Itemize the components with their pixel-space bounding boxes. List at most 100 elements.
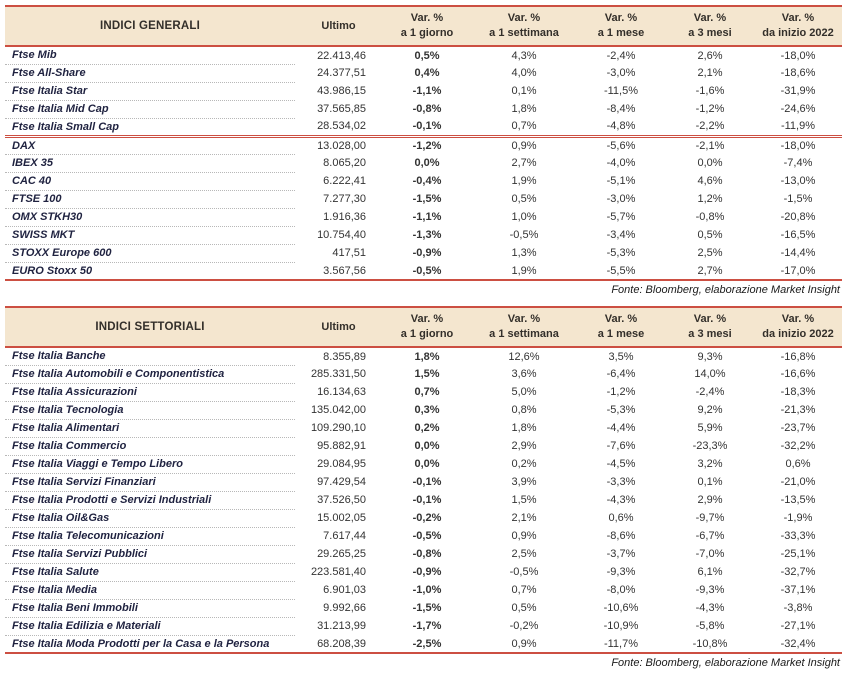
col-header-ultimo: Ultimo	[295, 6, 382, 47]
ultimo-cell: 24.377,51	[317, 67, 366, 79]
var-1settimana-cell: 1,9%	[511, 175, 537, 187]
ultimo-cell: 97.429,54	[317, 476, 366, 488]
index-row: Ftse Italia Banche 8.355,89 1,8% 12,6% 3,5% 9…	[5, 347, 842, 366]
col-header-var-1giorno: Var. % a 1 giorno	[382, 6, 472, 47]
var-1mese-cell: -9,3%	[606, 566, 636, 578]
index-row: IBEX 35 8.065,20 0,0% 2,7% -4,0% 0,0% -7,4%	[5, 154, 842, 173]
ultimo-cell: 15.002,05	[317, 512, 366, 524]
var-3mesi-cell: -1,6%	[695, 85, 725, 97]
var-1mese-cell: -5,6%	[606, 139, 636, 152]
var-3mesi-cell: 6,1%	[697, 566, 723, 578]
col-header-line: Var. %	[693, 12, 727, 24]
index-row: Ftse Italia Media 6.901,03 -1,0% 0,7% -8,0% -…	[5, 581, 842, 600]
var-1mese-cell: -8,6%	[606, 530, 636, 542]
var-3mesi-cell: 5,9%	[697, 422, 723, 434]
var-1mese-cell: -4,0%	[606, 157, 636, 169]
var-1mese-cell: -8,4%	[606, 103, 636, 115]
col-header-line: Var. %	[410, 313, 444, 325]
var-3mesi-cell: 1,2%	[697, 193, 723, 205]
ultimo-cell: 109.290,10	[310, 422, 366, 434]
var-1settimana-cell: 4,3%	[511, 49, 537, 62]
var-inizio2022-cell: -14,4%	[780, 247, 816, 259]
var-inizio2022-cell: -7,4%	[783, 157, 813, 169]
col-header-line: Var. %	[410, 12, 444, 24]
index-name-cell: EURO Stoxx 50	[12, 264, 93, 277]
var-inizio2022-cell: -3,8%	[783, 602, 813, 614]
var-3mesi-cell: -2,1%	[695, 139, 725, 152]
var-1settimana-cell: 2,7%	[511, 157, 537, 169]
index-name-cell: Ftse Italia Star	[5, 82, 295, 101]
var-inizio2022-cell: -20,8%	[780, 211, 816, 223]
var-3mesi-cell: 4,6%	[697, 175, 723, 187]
var-1giorno-cell: -1,7%	[412, 620, 442, 632]
var-3mesi-cell: -2,2%	[666, 118, 754, 138]
col-header-line: a 1 settimana	[489, 27, 559, 39]
col-header-line: a 1 giorno	[400, 328, 454, 340]
ultimo-cell: 6.222,41	[323, 175, 366, 187]
col-header-line: Var. %	[781, 313, 815, 325]
index-row: Ftse Italia Oil&Gas 15.002,05 -0,2% 2,1% 0,6…	[5, 509, 842, 528]
index-row: Ftse Italia Telecomunicazioni 7.617,44 -0,…	[5, 527, 842, 546]
var-1giorno-cell: 0,2%	[414, 422, 440, 434]
var-1mese-cell: -11,5%	[603, 85, 639, 97]
var-1settimana-cell: 0,7%	[472, 118, 576, 138]
var-1giorno-cell: 0,0%	[414, 157, 440, 169]
var-1settimana-cell: 1,9%	[511, 264, 537, 277]
col-header-line: Var. %	[781, 12, 815, 24]
var-1mese-cell: -5,1%	[606, 175, 636, 187]
ultimo-cell: 29.084,95	[317, 458, 366, 470]
var-inizio2022-cell: -31,9%	[780, 85, 816, 97]
index-row: Ftse Italia Star 43.986,15 -1,1% 0,1% -11,5%…	[5, 82, 842, 101]
col-header-line: a 1 giorno	[400, 27, 454, 39]
var-1settimana-cell: -0,2%	[509, 620, 539, 632]
var-1giorno-cell: 0,3%	[414, 404, 440, 416]
var-3mesi-cell: 2,5%	[697, 247, 723, 259]
index-row: Ftse Italia Salute 223.581,40 -0,9% -0,5% -9…	[5, 563, 842, 582]
col-header-var-1mese: Var. % a 1 mese	[576, 6, 666, 47]
var-inizio2022-cell: -37,1%	[780, 584, 816, 596]
col-header-var-3mesi: Var. % a 3 mesi	[666, 307, 754, 348]
index-row: Ftse Italia Servizi Finanziari 97.429,54 -…	[5, 473, 842, 492]
index-name-cell: Ftse Italia Moda Prodotti per la Casa e …	[12, 637, 270, 650]
var-1giorno-cell: -0,1%	[412, 476, 442, 488]
indici-generali-section: INDICI GENERALI Ultimo Var. % a 1 giorno…	[5, 5, 842, 296]
index-name-cell: Ftse Italia Salute	[5, 563, 295, 582]
index-name-cell: Ftse Italia Small Cap	[5, 118, 295, 138]
var-3mesi-cell: 2,1%	[697, 67, 723, 79]
var-1settimana-cell: -0,5%	[509, 566, 539, 578]
ultimo-cell: 7.277,30	[323, 193, 366, 205]
ultimo-cell: 8.065,20	[323, 157, 366, 169]
var-1giorno-cell: 0,0%	[414, 458, 440, 470]
index-name-cell: IBEX 35	[5, 154, 295, 173]
col-header-line: a 1 settimana	[489, 328, 559, 340]
var-1giorno-cell: 0,5%	[414, 49, 440, 62]
var-1mese-cell: -4,4%	[606, 422, 636, 434]
var-1mese-cell: -3,0%	[606, 193, 636, 205]
col-header-line: Var. %	[604, 12, 638, 24]
var-1settimana-cell: 0,5%	[511, 193, 537, 205]
index-row: EURO Stoxx 50 3.567,56 -0,5% 1,9% -5,5% 2,7% -…	[5, 262, 842, 280]
var-1mese-cell: -5,7%	[606, 211, 636, 223]
var-inizio2022-cell: -27,1%	[780, 620, 816, 632]
var-inizio2022-cell: -21,0%	[780, 476, 816, 488]
var-1settimana-cell: 2,9%	[511, 440, 537, 452]
index-row: Ftse Italia Moda Prodotti per la Casa e …	[5, 635, 842, 653]
var-inizio2022-cell: -16,8%	[780, 350, 816, 363]
var-3mesi-cell: 14,0%	[694, 368, 726, 380]
ultimo-cell: 223.581,40	[310, 566, 366, 578]
col-header-line: Var. %	[507, 313, 541, 325]
index-row: STOXX Europe 600 417,51 -0,9% 1,3% -5,3% 2,5%…	[5, 244, 842, 263]
index-row: Ftse Italia Prodotti e Servizi Industria…	[5, 491, 842, 510]
col-header-var-1giorno: Var. % a 1 giorno	[382, 307, 472, 348]
var-3mesi-cell: 0,1%	[697, 476, 723, 488]
ultimo-cell: 10.754,40	[317, 229, 366, 241]
var-1settimana-cell: 1,0%	[511, 211, 537, 223]
var-1giorno-cell: 1,5%	[414, 368, 440, 380]
col-header-line: a 3 mesi	[688, 328, 732, 340]
var-inizio2022-cell: -18,6%	[780, 67, 816, 79]
var-inizio2022-cell: -1,5%	[783, 193, 813, 205]
index-name-cell: Ftse Italia Prodotti e Servizi Industria…	[5, 491, 295, 510]
var-1mese-cell: -3,3%	[606, 476, 636, 488]
var-inizio2022-cell: -18,3%	[780, 386, 816, 398]
